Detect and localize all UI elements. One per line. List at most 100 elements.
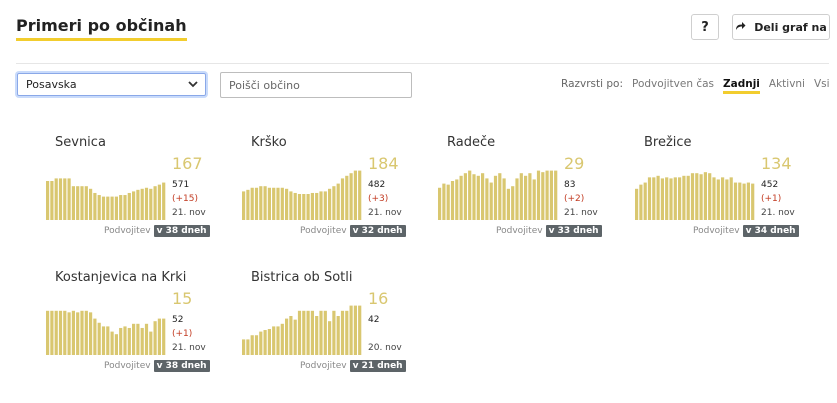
sparkline-bar [110,196,114,220]
sparkline-bar [519,173,523,220]
sparkline-bar [511,186,515,220]
sparkline-bar [652,177,656,220]
sparkline-bar [455,179,459,220]
sort-option-doubling[interactable]: Podvojitven čas [632,78,714,90]
sparkline-bar [682,175,686,220]
total-cases-value: 83 [564,180,576,190]
sort-option-all[interactable]: Vsi [813,78,830,90]
sort-option-active[interactable]: Aktivni [768,78,805,90]
sparkline-bar [660,178,664,220]
sparkline-bar [76,312,80,355]
region-select[interactable]: Posavska [17,73,206,96]
sparkline-chart [46,178,166,220]
sparkline-bar [132,323,136,355]
sparkline-bar [123,326,127,355]
sparkline-bar [293,192,297,220]
sparkline-bar [703,172,707,220]
sparkline-bar [336,316,340,355]
sort-option-latest[interactable]: Zadnji [723,78,760,94]
municipality-card[interactable]: Krško 184 482 (+3) 21. nov Podvojitev v 32 dne… [242,130,412,242]
sparkline-chart [438,170,558,220]
sparkline-bar [643,182,647,220]
sparkline-bar [289,191,293,220]
sparkline-bar [71,186,75,220]
sparkline-bar [554,170,558,220]
sparkline-bar [132,191,136,220]
sparkline-bar [515,178,519,220]
sparkline-bar [50,310,54,355]
sparkline-bar [267,187,271,220]
sparkline-bar [162,318,166,355]
sparkline-bar [336,183,340,220]
active-cases-value: 184 [368,154,399,173]
municipality-name: Sevnica [55,135,106,150]
active-cases-value: 134 [761,154,792,173]
chevron-down-icon [187,77,199,94]
sparkline-bar [149,331,153,355]
sparkline-bar [545,170,549,220]
sparkline-bar [84,310,88,355]
municipality-card[interactable]: Bistrica ob Sotli 16 42 20. nov Podvojitev v … [242,265,412,377]
sparkline-bar [250,335,254,355]
sparkline-bar [635,188,639,220]
sparkline-bar [340,310,345,355]
sparkline-bar [472,174,476,220]
municipality-card[interactable]: Kostanjevica na Krki 15 52 (+1) 21. nov Podvo… [46,265,216,377]
sparkline-bar [119,195,123,220]
sparkline-bar [250,187,254,220]
doubling-badge: v 38 dneh [153,360,210,372]
sparkline-bar [665,177,669,220]
share-button[interactable]: Deli graf na [732,14,830,40]
sparkline-bar [140,327,144,355]
sparkline-bar [293,319,297,355]
sparkline-bar [80,186,84,220]
sparkline-bar [280,323,284,355]
sparkline-bar [686,175,690,220]
municipality-name: Radeče [447,135,496,150]
sparkline-bar [110,331,114,355]
sparkline-bar [319,310,323,355]
sparkline-bar [536,170,541,220]
sparkline-bar [101,326,106,355]
last-update-date: 21. nov [172,343,206,353]
municipality-card[interactable]: Sevnica 167 571 (+15) 21. nov Podvojitev v 38 … [46,130,216,242]
sparkline-bar [746,182,750,220]
doubling-info: Podvojitev v 21 dneh [300,360,406,372]
sparkline-bar [302,310,306,355]
sparkline-bar [144,323,149,355]
municipality-card[interactable]: Radeče 29 83 (+2) 21. nov Podvojitev v 33 dneh [438,130,608,242]
help-button[interactable]: ? [691,14,719,40]
municipality-card[interactable]: Brežice 134 452 (+1) 21. nov Podvojitev v 34 d… [635,130,805,242]
sort-bar: Razvrsti po: Podvojitven čas Zadnji Akti… [561,78,830,94]
sparkline-bar [733,182,738,220]
sparkline-bar [345,310,349,355]
sparkline-bar [647,177,652,220]
sparkline-bar [506,188,510,220]
sparkline-bar [119,327,123,355]
sparkline-bar [157,318,161,355]
sparkline-bar [259,331,263,355]
sparkline-bar [46,181,50,220]
doubling-info: Podvojitev v 32 dneh [300,225,406,237]
sparkline-bar [446,184,450,220]
sparkline-bar [306,194,310,220]
daily-change-value: (+1) [761,194,782,204]
sparkline-bar [114,334,118,355]
sparkline-bar [708,173,712,220]
total-cases-value: 52 [172,315,184,325]
sparkline-bar [340,178,345,220]
daily-change-value: (+15) [172,194,199,204]
municipality-name: Brežice [644,135,692,150]
sparkline-bar [149,188,153,220]
sparkline-bar [328,321,332,355]
sparkline-bar [76,186,80,220]
sparkline-bar [353,305,357,355]
municipality-search-input[interactable] [220,72,412,98]
sparkline-chart [242,305,362,355]
sparkline-bar [80,310,84,355]
sparkline-bar [136,323,140,355]
doubling-label: Podvojitev [693,226,740,236]
sparkline-bar [289,316,293,355]
sparkline-bar [353,170,357,220]
sparkline-bar [502,178,506,220]
